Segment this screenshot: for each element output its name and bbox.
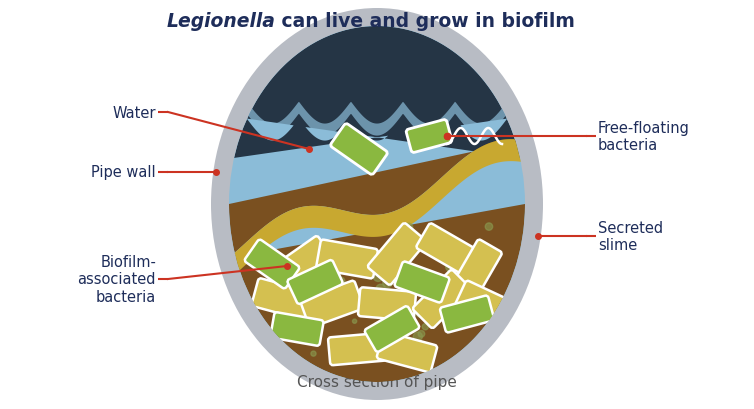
Polygon shape — [229, 140, 525, 382]
Circle shape — [346, 307, 351, 312]
Circle shape — [415, 308, 425, 317]
Circle shape — [422, 324, 428, 330]
Polygon shape — [247, 102, 507, 136]
FancyBboxPatch shape — [316, 240, 378, 279]
FancyBboxPatch shape — [300, 281, 363, 328]
FancyBboxPatch shape — [455, 281, 514, 328]
Circle shape — [340, 268, 345, 273]
Circle shape — [383, 279, 392, 288]
FancyBboxPatch shape — [358, 288, 416, 321]
FancyBboxPatch shape — [406, 120, 452, 153]
Polygon shape — [234, 27, 520, 159]
Ellipse shape — [229, 27, 525, 382]
Circle shape — [396, 265, 403, 273]
FancyBboxPatch shape — [287, 261, 342, 304]
Circle shape — [406, 279, 413, 286]
Circle shape — [309, 296, 314, 301]
Text: Pipe wall: Pipe wall — [91, 165, 156, 180]
Circle shape — [376, 285, 385, 294]
FancyBboxPatch shape — [252, 279, 312, 320]
Circle shape — [410, 248, 415, 252]
FancyBboxPatch shape — [413, 270, 471, 328]
Circle shape — [318, 316, 324, 323]
Ellipse shape — [211, 9, 543, 400]
Circle shape — [286, 313, 295, 322]
Circle shape — [303, 308, 312, 317]
Circle shape — [385, 325, 395, 335]
Text: Free-floating
bacteria: Free-floating bacteria — [598, 121, 690, 153]
Circle shape — [336, 277, 345, 286]
FancyBboxPatch shape — [368, 224, 426, 285]
FancyBboxPatch shape — [331, 124, 388, 175]
Text: Water: Water — [112, 105, 156, 120]
Circle shape — [334, 267, 342, 276]
FancyBboxPatch shape — [328, 333, 386, 365]
Circle shape — [486, 223, 492, 231]
Circle shape — [302, 329, 309, 337]
Circle shape — [492, 259, 498, 265]
FancyBboxPatch shape — [394, 262, 449, 303]
Text: can live and grow in biofilm: can live and grow in biofilm — [275, 12, 575, 31]
Circle shape — [418, 331, 425, 337]
Circle shape — [409, 272, 415, 278]
Circle shape — [404, 224, 412, 232]
FancyBboxPatch shape — [271, 236, 333, 292]
FancyBboxPatch shape — [440, 296, 494, 333]
Circle shape — [330, 247, 334, 251]
Circle shape — [342, 349, 347, 353]
Text: Legionella: Legionella — [167, 12, 275, 31]
FancyBboxPatch shape — [365, 306, 419, 352]
Circle shape — [283, 324, 293, 333]
FancyBboxPatch shape — [416, 224, 477, 275]
Circle shape — [449, 286, 455, 292]
Text: Secreted
slime: Secreted slime — [598, 220, 663, 253]
FancyBboxPatch shape — [245, 240, 299, 289]
FancyBboxPatch shape — [452, 240, 501, 299]
FancyBboxPatch shape — [271, 312, 323, 346]
Circle shape — [413, 332, 422, 341]
Circle shape — [468, 285, 475, 292]
FancyBboxPatch shape — [377, 332, 437, 372]
Circle shape — [352, 319, 357, 324]
Circle shape — [452, 297, 461, 306]
Circle shape — [311, 351, 316, 356]
Polygon shape — [229, 140, 525, 280]
Circle shape — [373, 272, 383, 282]
Circle shape — [446, 262, 455, 272]
Text: Cross section of pipe: Cross section of pipe — [297, 374, 457, 389]
Text: Biofilm-
associated
bacteria: Biofilm- associated bacteria — [78, 254, 156, 304]
Ellipse shape — [229, 27, 525, 382]
